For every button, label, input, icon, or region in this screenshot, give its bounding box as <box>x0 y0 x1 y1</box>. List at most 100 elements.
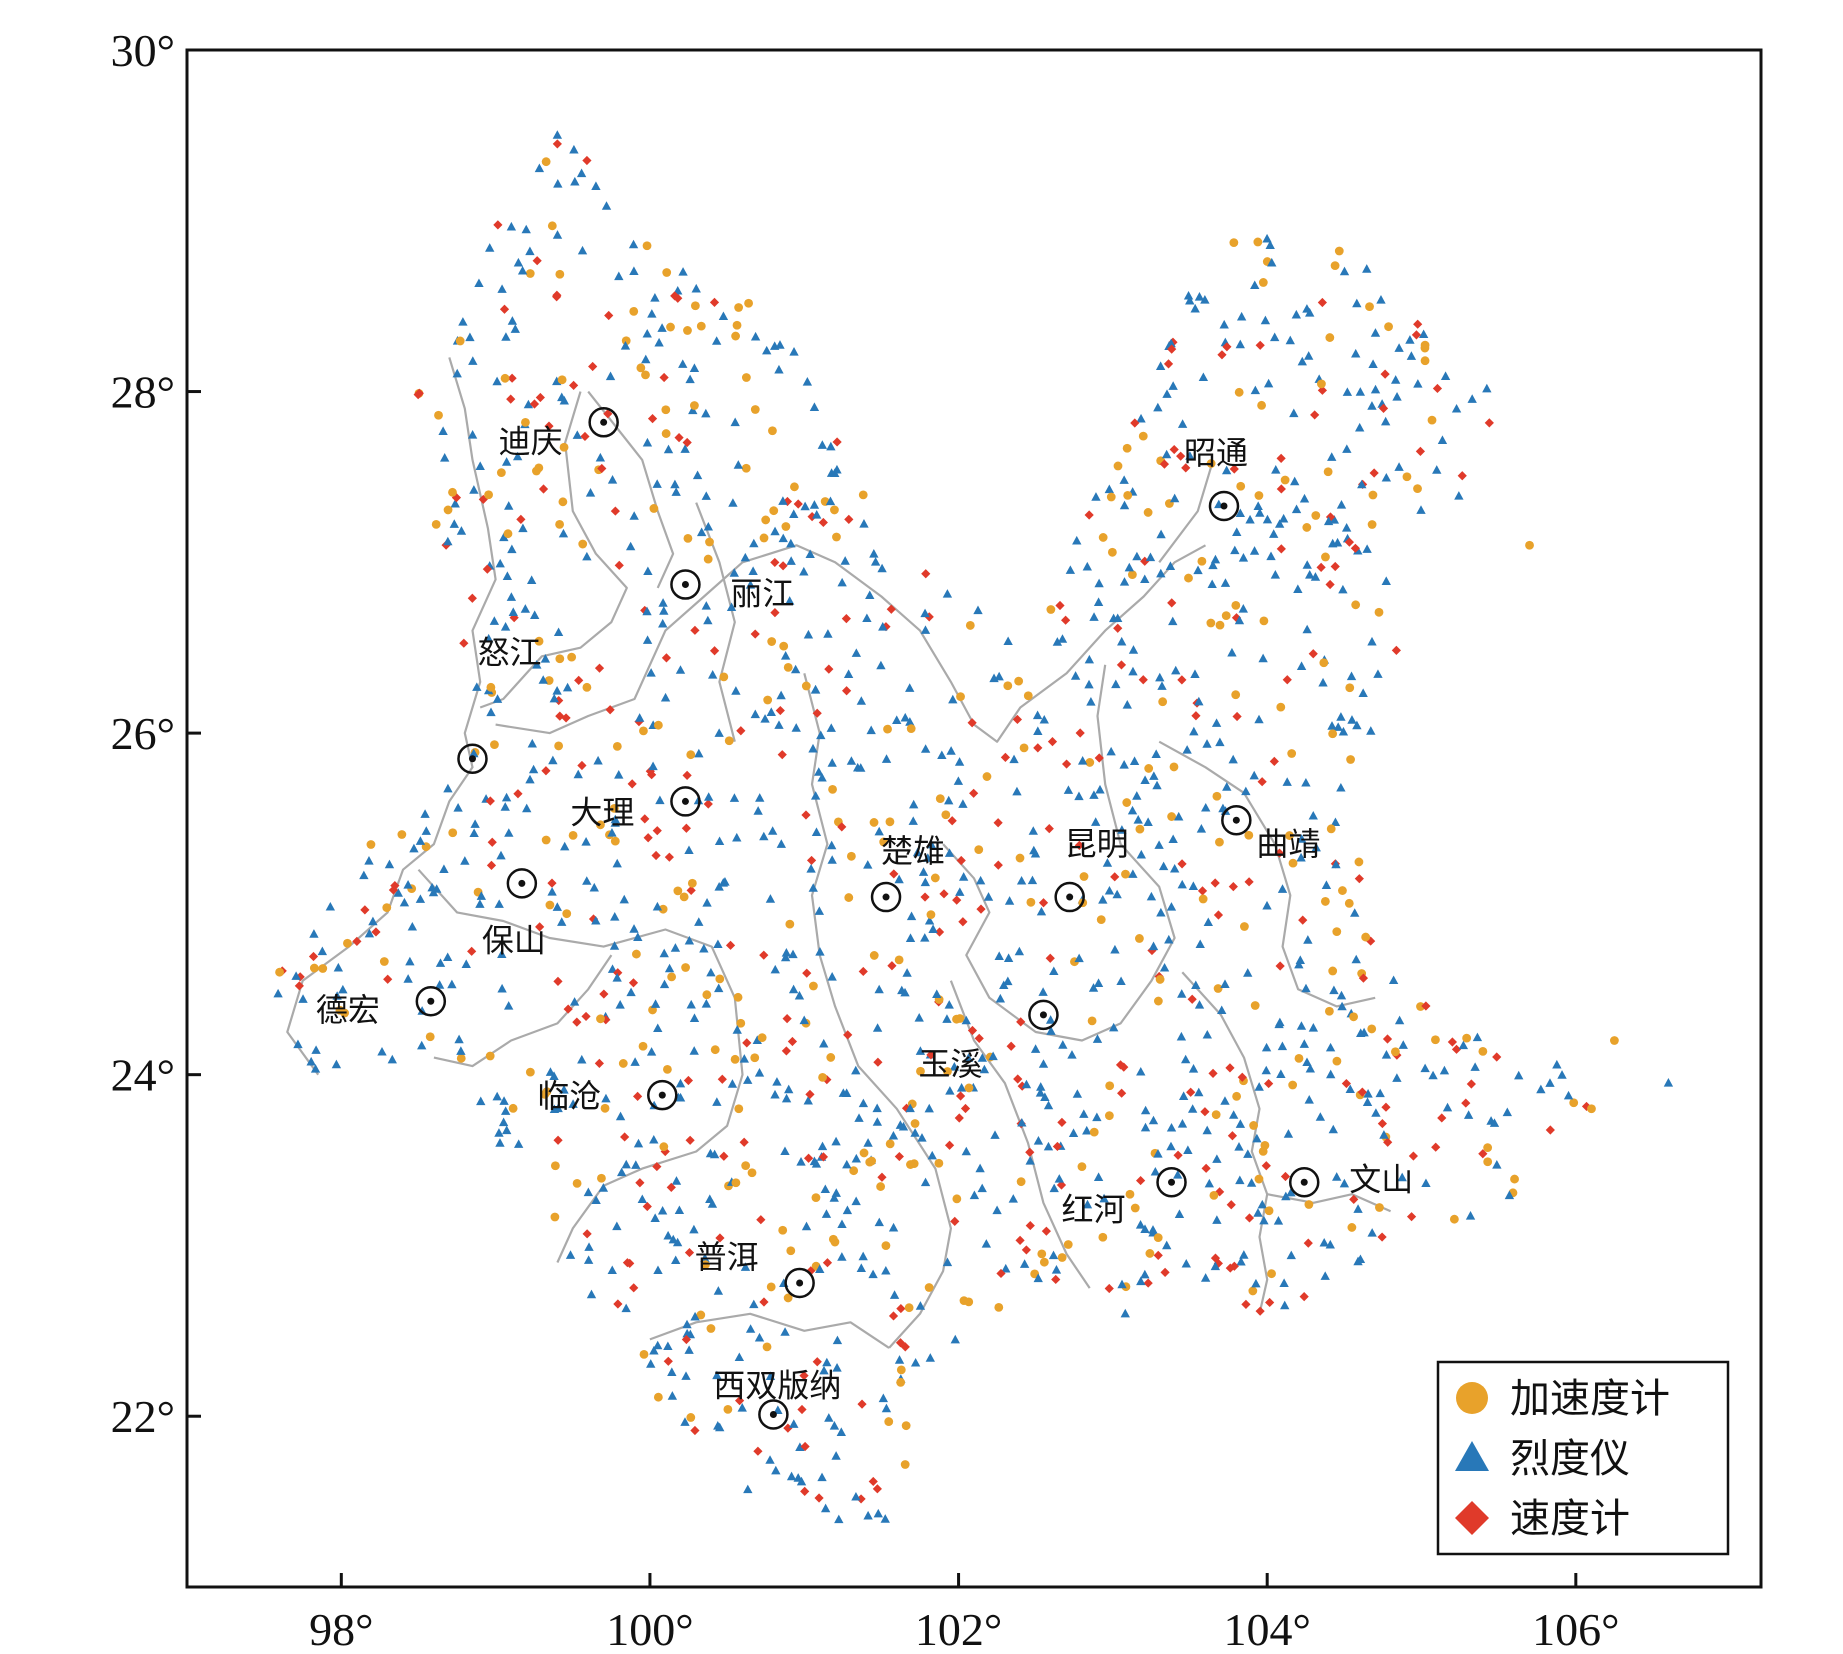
intensity-meter-marker <box>1159 962 1170 972</box>
velocimeter-marker <box>1217 350 1227 360</box>
accelerometer-marker <box>982 772 992 781</box>
intensity-meter-marker <box>829 1421 840 1430</box>
velocimeter-marker <box>1349 1194 1359 1204</box>
intensity-meter-marker <box>1084 654 1095 664</box>
accelerometer-marker <box>885 1139 895 1149</box>
accelerometer-marker <box>1130 1203 1140 1213</box>
intensity-meter-marker <box>1304 1094 1314 1104</box>
accelerometer-marker <box>943 1067 952 1076</box>
accelerometer-marker <box>1276 702 1286 712</box>
velocimeter-marker <box>1264 1078 1274 1089</box>
intensity-meter-marker <box>983 892 994 901</box>
accelerometer-marker <box>555 654 565 664</box>
accelerometer-marker <box>1063 1240 1073 1249</box>
velocimeter-marker <box>1167 598 1177 608</box>
city-label: 怒江 <box>477 634 541 672</box>
intensity-meter-marker <box>994 671 1004 681</box>
intensity-meter-marker <box>888 1130 899 1140</box>
intensity-meter-marker <box>924 1103 934 1113</box>
velocimeter-marker <box>1222 342 1232 352</box>
accelerometer-marker <box>1213 984 1223 993</box>
intensity-meter-marker <box>689 363 700 373</box>
intensity-meter-marker <box>1293 584 1303 594</box>
intensity-meter-marker <box>1156 568 1166 578</box>
intensity-meter-marker <box>834 1514 844 1524</box>
intensity-meter-marker <box>808 883 818 892</box>
accelerometer-marker <box>1324 1006 1334 1016</box>
intensity-meter-marker <box>958 872 969 881</box>
intensity-meter-marker <box>689 1224 699 1234</box>
velocimeter-marker <box>673 293 683 303</box>
intensity-meter-marker <box>1120 1308 1130 1318</box>
intensity-meter-marker <box>1367 1228 1377 1237</box>
intensity-meter-marker <box>577 245 588 255</box>
intensity-meter-marker <box>499 1096 509 1105</box>
accelerometer-marker <box>741 1161 751 1171</box>
intensity-meter-marker <box>552 130 563 139</box>
accelerometer-marker <box>486 682 496 692</box>
velocimeter-marker <box>1461 1098 1471 1108</box>
intensity-meter-marker <box>1363 1088 1373 1098</box>
intensity-meter-marker <box>1063 785 1074 794</box>
intensity-meter-marker <box>498 1117 509 1127</box>
intensity-meter-marker <box>1016 875 1027 885</box>
intensity-meter-marker <box>513 1139 524 1148</box>
velocimeter-marker <box>1181 463 1191 473</box>
intensity-meter-marker <box>1188 881 1199 890</box>
intensity-meter-marker <box>657 323 667 332</box>
accelerometer-marker <box>1026 897 1036 907</box>
intensity-meter-marker <box>1008 1194 1018 1203</box>
intensity-meter-marker <box>1169 493 1180 503</box>
velocimeter-marker <box>843 1030 853 1040</box>
velocimeter-marker <box>1055 600 1065 611</box>
accelerometer-marker <box>896 1377 906 1387</box>
intensity-meter-marker <box>502 1125 512 1135</box>
velocimeter-marker <box>1383 1137 1393 1147</box>
intensity-meter-marker <box>809 402 820 411</box>
intensity-meter-marker <box>310 1064 321 1073</box>
intensity-meter-marker <box>1370 328 1381 337</box>
accelerometer-marker <box>455 336 465 346</box>
intensity-meter-marker <box>612 972 622 982</box>
velocimeter-marker <box>960 1103 971 1114</box>
intensity-meter-marker <box>506 592 517 601</box>
accelerometer-marker <box>719 672 729 682</box>
accelerometer-marker <box>1015 853 1025 863</box>
velocimeter-marker <box>782 1014 792 1024</box>
intensity-meter-marker <box>663 1341 673 1351</box>
intensity-meter-marker <box>1086 697 1096 706</box>
accelerometer-marker <box>448 487 457 497</box>
intensity-meter-marker <box>949 1062 960 1071</box>
intensity-meter-marker <box>1278 513 1289 523</box>
intensity-meter-marker <box>510 324 520 333</box>
velocimeter-marker <box>725 940 736 950</box>
accelerometer-marker <box>641 370 650 380</box>
velocimeter-marker <box>1116 660 1127 670</box>
intensity-meter-marker <box>1327 452 1337 461</box>
intensity-meter-marker <box>549 693 559 703</box>
intensity-meter-marker <box>802 377 813 386</box>
intensity-meter-marker <box>733 460 743 469</box>
velocimeter-marker <box>1113 623 1123 633</box>
intensity-meter-marker <box>799 1015 809 1025</box>
intensity-meter-marker <box>925 1353 935 1362</box>
accelerometer-marker <box>696 321 706 331</box>
velocimeter-marker <box>652 826 662 836</box>
intensity-meter-marker <box>856 696 867 705</box>
intensity-meter-marker <box>1148 1115 1159 1125</box>
intensity-meter-marker <box>910 1357 921 1367</box>
intensity-meter-marker <box>877 563 887 573</box>
intensity-meter-marker <box>765 1455 775 1464</box>
intensity-meter-marker <box>1262 900 1272 910</box>
intensity-meter-marker <box>856 1263 866 1273</box>
intensity-meter-marker <box>1072 535 1082 545</box>
intensity-meter-marker <box>863 860 873 869</box>
accelerometer-marker <box>1365 302 1374 312</box>
intensity-meter-marker <box>1157 681 1167 690</box>
intensity-meter-marker <box>1352 298 1362 308</box>
velocimeter-marker <box>643 833 653 843</box>
intensity-meter-marker <box>1161 449 1172 459</box>
velocimeter-marker <box>1241 1299 1251 1310</box>
accelerometer-marker <box>696 1310 706 1320</box>
